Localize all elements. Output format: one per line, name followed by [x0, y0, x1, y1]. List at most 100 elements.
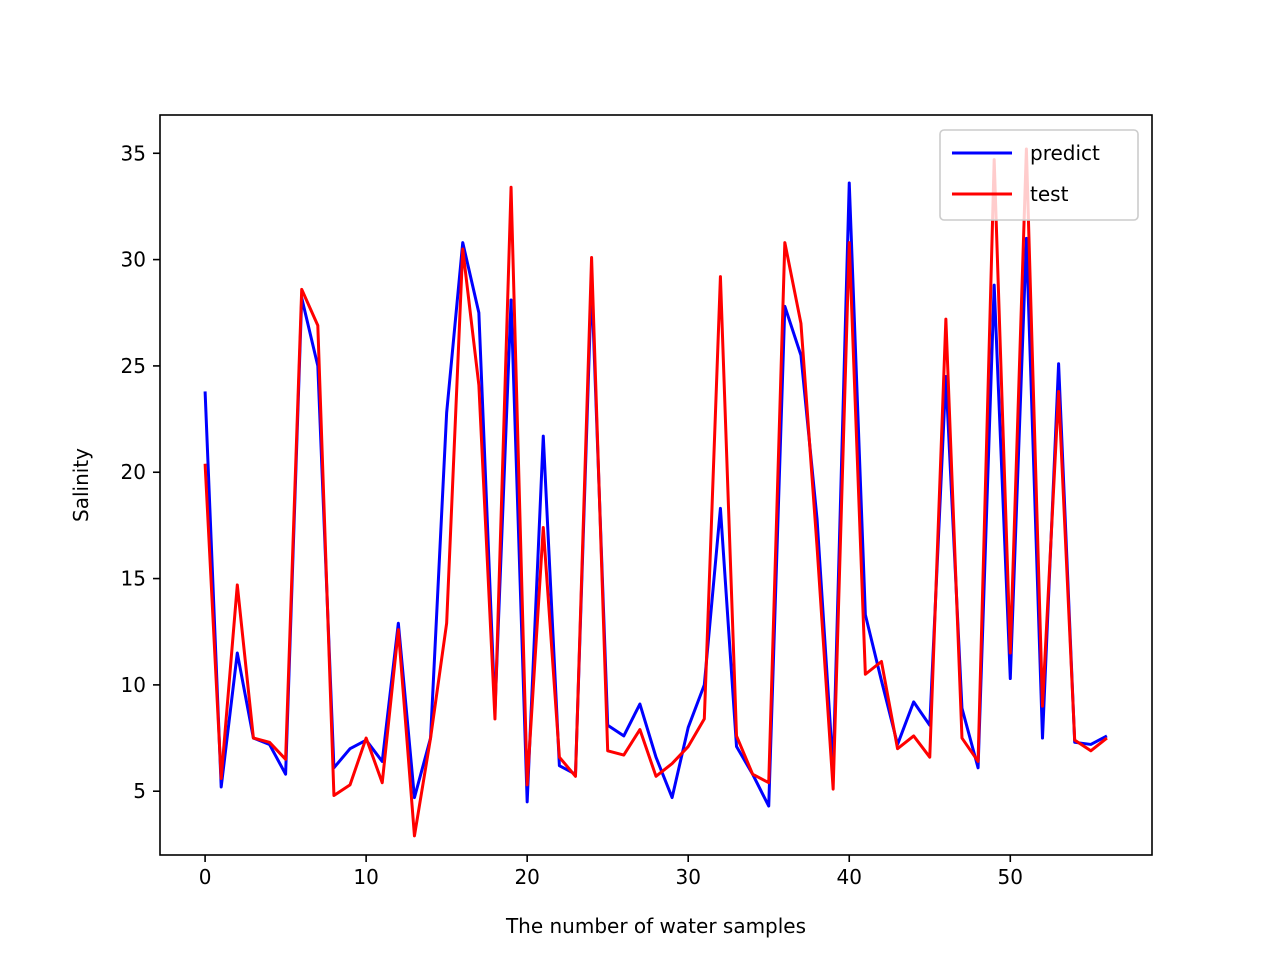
- y-tick-label-10: 10: [121, 673, 146, 697]
- point-test-7: [316, 324, 319, 327]
- point-test-5: [284, 758, 287, 761]
- point-test-37: [799, 322, 802, 325]
- point-predict-12: [397, 622, 400, 625]
- point-test-21: [542, 526, 545, 529]
- point-predict-33: [735, 745, 738, 748]
- point-test-1: [220, 777, 223, 780]
- point-predict-15: [445, 411, 448, 414]
- y-tick-label-5: 5: [133, 779, 146, 803]
- point-predict-20: [526, 800, 529, 803]
- point-test-2: [236, 583, 239, 586]
- point-predict-0: [204, 390, 207, 393]
- point-test-44: [912, 734, 915, 737]
- point-test-9: [349, 783, 352, 786]
- point-predict-53: [1057, 362, 1060, 365]
- point-test-22: [558, 756, 561, 759]
- point-predict-29: [671, 796, 674, 799]
- point-predict-1: [220, 785, 223, 788]
- legend-label-predict: predict: [1030, 141, 1100, 165]
- point-test-52: [1041, 705, 1044, 708]
- point-predict-42: [880, 679, 883, 682]
- point-predict-9: [349, 747, 352, 750]
- legend-label-test: test: [1030, 182, 1069, 206]
- point-predict-48: [977, 766, 980, 769]
- y-tick-label-25: 25: [121, 354, 146, 378]
- y-tick-label-35: 35: [121, 141, 146, 165]
- point-predict-26: [622, 734, 625, 737]
- point-predict-30: [687, 726, 690, 729]
- point-predict-22: [558, 764, 561, 767]
- point-test-26: [622, 754, 625, 757]
- point-test-35: [767, 781, 770, 784]
- point-test-46: [944, 318, 947, 321]
- y-axis: 5 10 15 20 25 30 35: [121, 141, 160, 803]
- point-test-45: [928, 756, 931, 759]
- point-predict-49: [993, 284, 996, 287]
- x-axis-label: The number of water samples: [505, 914, 806, 938]
- point-test-36: [783, 241, 786, 244]
- point-test-42: [880, 660, 883, 663]
- point-test-56: [1105, 737, 1108, 740]
- x-tick-label-30: 30: [675, 865, 700, 889]
- point-test-8: [332, 794, 335, 797]
- point-predict-5: [284, 773, 287, 776]
- point-test-4: [268, 741, 271, 744]
- point-test-41: [864, 673, 867, 676]
- point-test-31: [703, 717, 706, 720]
- point-predict-21: [542, 435, 545, 438]
- point-predict-16: [461, 241, 464, 244]
- point-test-13: [413, 834, 416, 837]
- x-tick-label-0: 0: [199, 865, 212, 889]
- point-test-27: [638, 728, 641, 731]
- point-test-14: [429, 737, 432, 740]
- x-tick-label-20: 20: [514, 865, 539, 889]
- point-test-15: [445, 622, 448, 625]
- point-test-18: [493, 717, 496, 720]
- point-predict-17: [477, 311, 480, 314]
- point-test-47: [960, 737, 963, 740]
- series-layer: [203, 147, 1108, 838]
- point-test-33: [735, 734, 738, 737]
- point-test-34: [751, 773, 754, 776]
- point-test-11: [381, 781, 384, 784]
- point-test-3: [252, 737, 255, 740]
- point-test-19: [510, 186, 513, 189]
- point-test-25: [606, 749, 609, 752]
- point-predict-32: [719, 507, 722, 510]
- point-test-28: [655, 775, 658, 778]
- point-predict-2: [236, 651, 239, 654]
- point-test-53: [1057, 390, 1060, 393]
- point-test-12: [397, 628, 400, 631]
- point-test-23: [574, 775, 577, 778]
- point-test-32: [719, 275, 722, 278]
- point-test-43: [896, 747, 899, 750]
- point-test-38: [816, 545, 819, 548]
- plot-frame: [159, 114, 1153, 856]
- x-tick-label-10: 10: [353, 865, 378, 889]
- y-tick-label-15: 15: [121, 567, 146, 591]
- point-predict-27: [638, 703, 641, 706]
- point-test-39: [832, 788, 835, 791]
- point-test-17: [477, 384, 480, 387]
- y-tick-label-30: 30: [121, 248, 146, 272]
- point-test-0: [204, 462, 207, 465]
- x-tick-label-40: 40: [837, 865, 862, 889]
- point-predict-40: [848, 182, 851, 185]
- y-tick-label-20: 20: [121, 460, 146, 484]
- point-predict-50: [1009, 677, 1012, 680]
- point-test-20: [526, 783, 529, 786]
- y-axis-label: Salinity: [69, 448, 93, 522]
- x-axis: 0 10 20 30 40 50: [199, 855, 1023, 889]
- x-tick-label-50: 50: [998, 865, 1023, 889]
- point-test-29: [671, 762, 674, 765]
- point-test-24: [590, 256, 593, 259]
- point-test-40: [848, 241, 851, 244]
- point-test-55: [1089, 749, 1092, 752]
- point-predict-44: [912, 700, 915, 703]
- point-test-6: [300, 288, 303, 291]
- point-predict-55: [1089, 743, 1092, 746]
- point-predict-19: [510, 299, 513, 302]
- point-predict-13: [413, 796, 416, 799]
- point-test-30: [687, 745, 690, 748]
